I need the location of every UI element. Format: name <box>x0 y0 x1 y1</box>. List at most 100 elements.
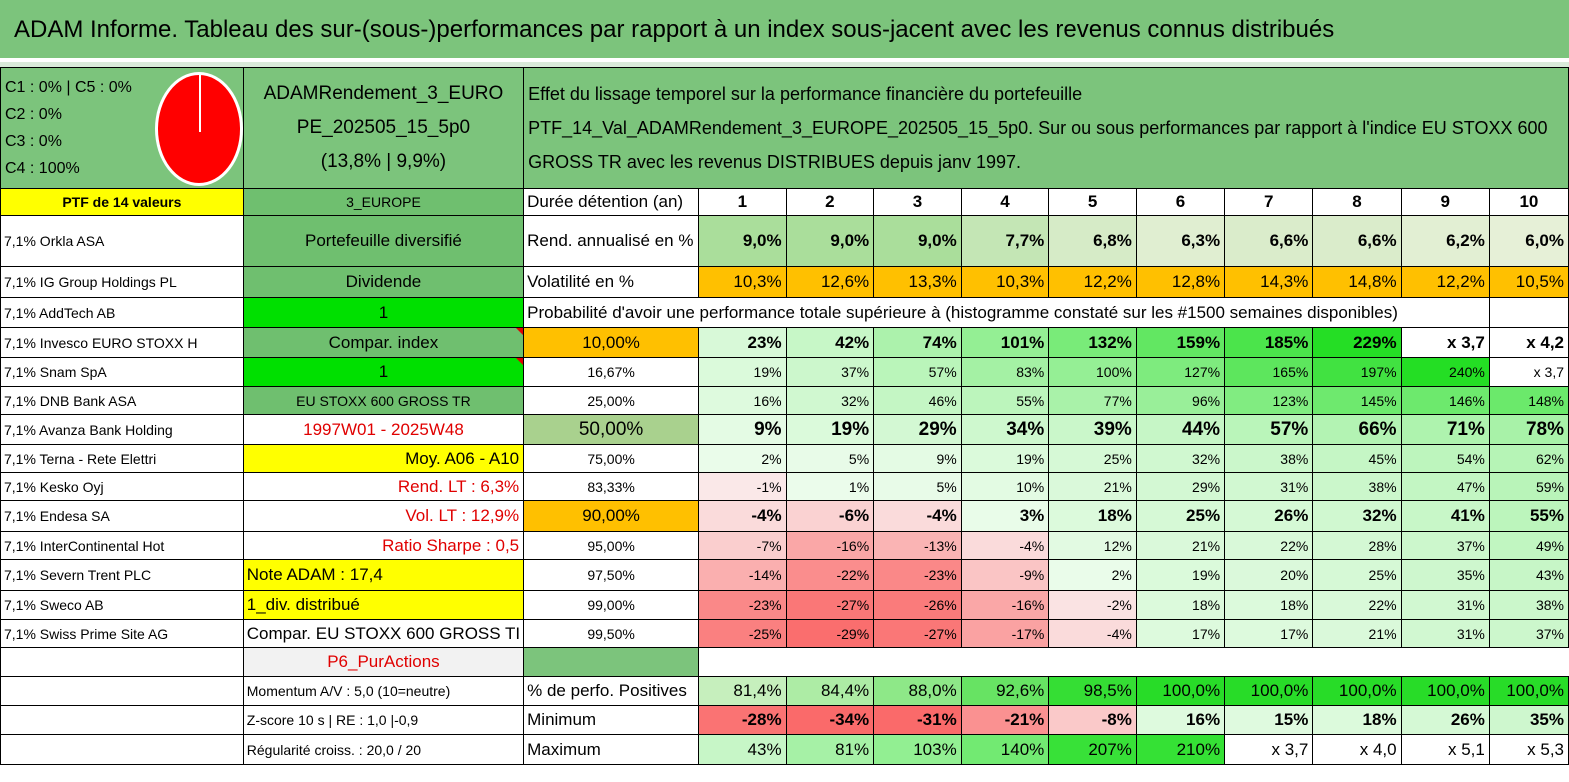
probability-value: -27% <box>873 619 962 648</box>
probability-row: 7,1% Endesa SA Vol. LT : 12,9% 90,00% -4% -6… <box>0 500 1569 532</box>
legend-c3: C3 : 0% <box>5 133 62 150</box>
summary-value: 81,4% <box>698 676 787 706</box>
probability-value: 123% <box>1224 386 1314 415</box>
strategy-label: P6_PurActions <box>242 647 525 677</box>
sharpe-ratio: Ratio Sharpe : 0,5 <box>242 531 525 560</box>
summary-metric: Momentum A/V : 5,0 (10=neutre) <box>242 676 525 706</box>
title-bar: ADAM Informe. Tableau des sur-(sous-)per… <box>0 0 1569 62</box>
volatility-value: 14,8% <box>1312 266 1402 298</box>
probability-value: 12% <box>1048 531 1137 560</box>
probability-value: -4% <box>960 531 1050 560</box>
empty-cell <box>0 734 244 765</box>
probability-value: -23% <box>873 559 962 591</box>
summary-value: -28% <box>698 705 787 735</box>
probability-value: 229% <box>1312 327 1402 358</box>
header-row: C1 : 0% | C5 : 0% C2 : 0% C3 : 0% C4 : 1… <box>0 67 1569 189</box>
legend-c4: C4 : 100% <box>5 160 80 177</box>
probability-value: -4% <box>873 500 962 532</box>
summary-value: 103% <box>873 734 962 765</box>
empty-cell <box>0 676 244 706</box>
summary-value: 88,0% <box>873 676 962 706</box>
performance-table: C1 : 0% | C5 : 0% C2 : 0% C3 : 0% C4 : 1… <box>0 67 1569 765</box>
probability-value: 5% <box>873 472 962 501</box>
probability-value: 29% <box>873 414 962 445</box>
summary-value: 100,0% <box>1312 676 1402 706</box>
description: Effet du lissage temporel sur la perform… <box>523 67 1569 189</box>
probability-value: -16% <box>960 590 1050 620</box>
probability-value: -17% <box>960 619 1050 648</box>
average-label: Moy. A06 - A10 <box>242 444 525 473</box>
probability-value: -4% <box>698 500 787 532</box>
probability-value: -2% <box>1048 590 1137 620</box>
probability-value: 23% <box>698 327 787 358</box>
probability-value: 62% <box>1488 444 1569 473</box>
year-header: 8 <box>1312 188 1402 216</box>
year-header: 3 <box>873 188 962 216</box>
probability-value: 42% <box>785 327 875 358</box>
summary-metric: Régularité croiss. : 20,0 / 20 <box>242 734 525 765</box>
probability-value: 59% <box>1488 472 1569 501</box>
probability-value: 101% <box>960 327 1050 358</box>
summary-value: 16% <box>1135 705 1226 735</box>
probability-value: 96% <box>1135 386 1226 415</box>
summary-label: Maximum <box>523 734 700 765</box>
probability-value: 57% <box>1224 414 1314 445</box>
summary-value: x 4,0 <box>1312 734 1402 765</box>
percentile-label: 16,67% <box>523 357 700 387</box>
probability-value: 240% <box>1400 357 1490 387</box>
probability-value: 127% <box>1135 357 1226 387</box>
probability-value: 32% <box>1135 444 1226 473</box>
volatility-value: 12,6% <box>785 266 875 298</box>
probability-value: 148% <box>1488 386 1569 415</box>
holding-name: 7,1% Severn Trent PLC <box>0 559 244 591</box>
year-header: 7 <box>1224 188 1314 216</box>
holding-period-label: Durée détention (an) <box>523 188 700 216</box>
probability-value: 146% <box>1400 386 1490 415</box>
probability-value: 19% <box>1135 559 1226 591</box>
dividend-label: Dividende <box>242 266 525 298</box>
holding-name: 7,1% Sweco AB <box>0 590 244 620</box>
probability-value: -4% <box>1048 619 1137 648</box>
probability-value: 45% <box>1312 444 1402 473</box>
probability-value: -6% <box>785 500 875 532</box>
summary-value: 140% <box>960 734 1050 765</box>
probability-value: 38% <box>1312 472 1402 501</box>
summary-metric: Z-score 10 s | RE : 1,0 |-0,9 <box>242 705 525 735</box>
percentile-label: 90,00% <box>523 500 700 532</box>
volatility-row: 7,1% IG Group Holdings PL Dividende Volati… <box>0 266 1569 298</box>
annualized-return-label: Rend. annualisé en % <box>523 215 700 267</box>
summary-row: Momentum A/V : 5,0 (10=neutre)% de perfo… <box>0 676 1569 706</box>
holding-name: 7,1% Endesa SA <box>0 500 244 532</box>
distributed-dividend: 1_div. distribué <box>242 590 525 620</box>
adam-score: Note ADAM : 17,4 <box>242 559 525 591</box>
probability-value: -23% <box>698 590 787 620</box>
probability-value: 37% <box>785 357 875 387</box>
summary-value: 98,5% <box>1048 676 1137 706</box>
holding-name: 7,1% Avanza Bank Holding <box>0 414 244 445</box>
probability-value: 9% <box>698 414 787 445</box>
percentile-label: 99,50% <box>523 619 700 648</box>
probability-value: 37% <box>1488 619 1569 648</box>
summary-row: Régularité croiss. : 20,0 / 20 Maximum 43%… <box>0 734 1569 765</box>
probability-value: -13% <box>873 531 962 560</box>
probability-title-row: 7,1% AddTech AB 1 Probabilité d'avoir une … <box>0 297 1569 328</box>
holding-orkla: 7,1% Orkla ASA <box>0 215 244 267</box>
compar-index-count: 1 <box>242 357 525 387</box>
probability-value: 38% <box>1488 590 1569 620</box>
summary-value: -21% <box>960 705 1050 735</box>
portfolio-type: Portefeuille diversifié <box>242 215 525 267</box>
summary-value: 92,6% <box>960 676 1050 706</box>
probability-value: 32% <box>785 386 875 415</box>
probability-value: 31% <box>1400 590 1490 620</box>
holding-addtech: 7,1% AddTech AB <box>0 297 244 328</box>
probability-value: 10% <box>960 472 1050 501</box>
summary-value: -31% <box>873 705 962 735</box>
probability-value: 46% <box>873 386 962 415</box>
probability-row: 7,1% Kesko Oyj Rend. LT : 6,3% 83,33% -1% 1%… <box>0 472 1569 501</box>
probability-row: 7,1% DNB Bank ASA EU STOXX 600 GROSS TR 25… <box>0 386 1569 415</box>
probability-value: 78% <box>1488 414 1569 445</box>
probability-value: 25% <box>1312 559 1402 591</box>
probability-value: 18% <box>1048 500 1137 532</box>
annualized-return-value: 6,3% <box>1135 215 1226 267</box>
annualized-return-value: 6,8% <box>1048 215 1137 267</box>
